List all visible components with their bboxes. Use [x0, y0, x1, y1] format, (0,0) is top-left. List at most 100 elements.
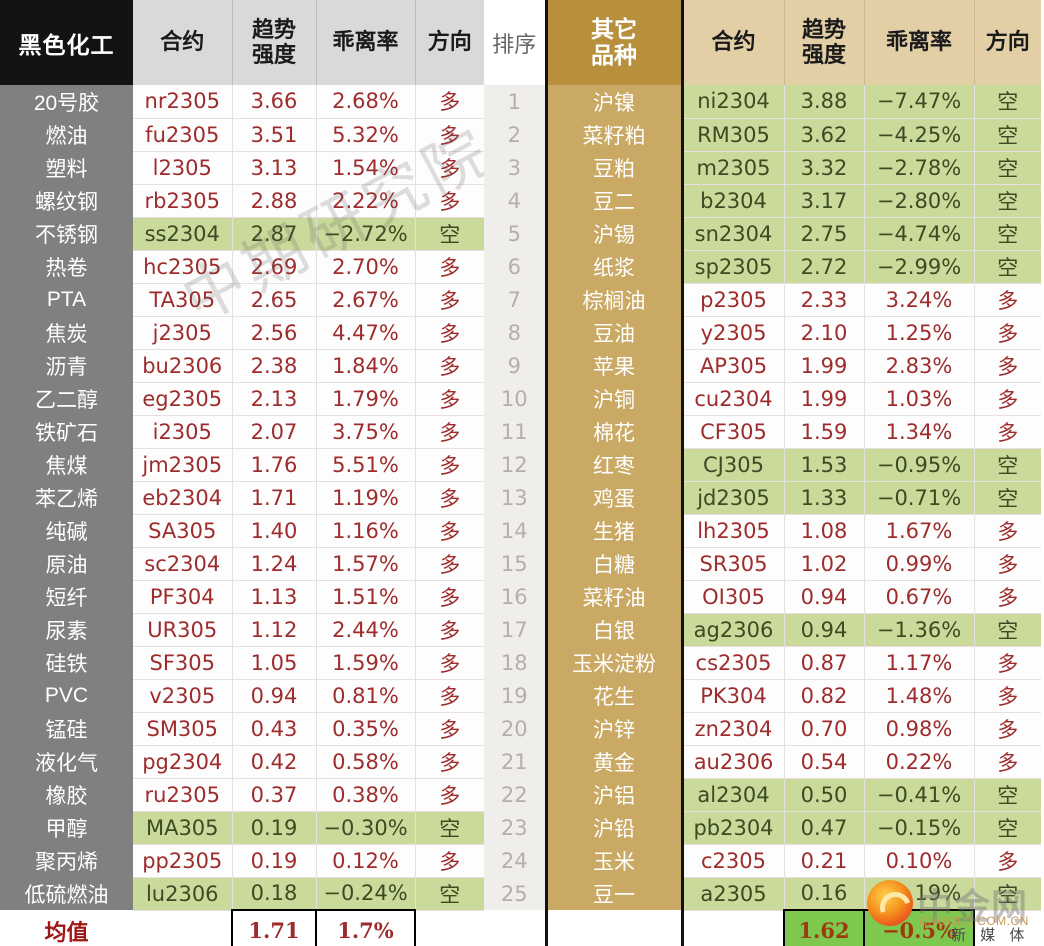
table-row: 2 菜籽粕 RM305 3.62 −4.25% 空 [484, 118, 1041, 152]
row-contract: SA305 [133, 514, 233, 548]
row-contract: SM305 [133, 712, 233, 746]
row-strength: 1.99 [784, 382, 865, 416]
table-row: 短纤 PF304 1.13 1.51% 多 [0, 580, 484, 614]
row-category-name: 焦炭 [0, 316, 133, 349]
row-contract: SR305 [682, 547, 785, 581]
right-average-strength: 1.62 [783, 909, 865, 946]
row-contract: eg2305 [133, 382, 233, 416]
row-category-name: 塑料 [0, 151, 133, 184]
row-rank: 21 [484, 745, 546, 778]
row-strength: 3.62 [784, 118, 865, 152]
row-deviation: 2.83% [864, 349, 975, 383]
right-table-body: 1 沪镍 ni2304 3.88 −7.47% 空 2 菜籽粕 RM305 3.62 −4.25% 空… [484, 85, 1041, 911]
row-contract: j2305 [133, 316, 233, 350]
row-strength: 2.38 [232, 349, 317, 383]
row-contract: jd2305 [682, 481, 785, 515]
left-col-direction: 方向 [415, 0, 484, 85]
other-varieties-table-panel: 中期研究院 排序 其它 品种 合约 趋势 强度 乖 [484, 0, 1041, 946]
row-strength: 1.12 [232, 613, 317, 647]
row-contract: SF305 [133, 646, 233, 680]
row-category-name: 生猪 [544, 514, 684, 547]
row-category-name: 苯乙烯 [0, 481, 133, 514]
row-strength: 1.02 [784, 547, 865, 581]
table-row: 尿素 UR305 1.12 2.44% 多 [0, 613, 484, 647]
row-rank: 1 [484, 85, 546, 118]
row-rank: 19 [484, 679, 546, 712]
table-row: 原油 sc2304 1.24 1.57% 多 [0, 547, 484, 581]
row-contract: v2305 [133, 679, 233, 713]
row-direction: 多 [974, 844, 1041, 878]
row-rank: 14 [484, 514, 546, 547]
row-category-name: 尿素 [0, 613, 133, 646]
row-deviation: 1.17% [864, 646, 975, 680]
row-category-name: 铁矿石 [0, 415, 133, 448]
row-deviation: 2.44% [316, 613, 416, 647]
row-direction: 多 [415, 712, 484, 746]
row-contract: sp2305 [682, 250, 785, 284]
row-strength: 2.56 [232, 316, 317, 350]
row-contract: cs2305 [682, 646, 785, 680]
row-category-name: 燃油 [0, 118, 133, 151]
row-deviation: 4.47% [316, 316, 416, 350]
left-average-label: 均值 [0, 910, 133, 946]
row-contract: pp2305 [133, 844, 233, 878]
row-category-name: 纸浆 [544, 250, 684, 283]
row-contract: pb2304 [682, 811, 785, 845]
row-deviation: 1.54% [316, 151, 416, 185]
table-row: 低硫燃油 lu2306 0.18 −0.24% 空 [0, 877, 484, 911]
row-deviation: −4.74% [864, 217, 975, 251]
left-average-strength: 1.71 [231, 909, 317, 946]
table-row: 燃油 fu2305 3.51 5.32% 多 [0, 118, 484, 152]
row-deviation: 3.75% [316, 415, 416, 449]
row-category-name: 黄金 [544, 745, 684, 778]
right-average-deviation: −0.5% [863, 909, 975, 946]
row-category-name: 乙二醇 [0, 382, 133, 415]
right-col-strength: 趋势 强度 [784, 0, 865, 85]
row-contract: ru2305 [133, 778, 233, 812]
row-deviation: 3.24% [864, 283, 975, 317]
table-row: PTA TA305 2.65 2.67% 多 [0, 283, 484, 317]
row-category-name: 不锈钢 [0, 217, 133, 250]
row-deviation: 0.99% [864, 547, 975, 581]
row-contract: PF304 [133, 580, 233, 614]
row-deviation: 1.57% [316, 547, 416, 581]
row-category-name: 低硫燃油 [0, 877, 133, 910]
row-contract: a2305 [682, 877, 785, 911]
row-deviation: 0.10% [864, 844, 975, 878]
row-deviation: 2.22% [316, 184, 416, 218]
row-strength: 3.66 [232, 85, 317, 119]
row-category-name: 菜籽油 [544, 580, 684, 613]
row-strength: 1.08 [784, 514, 865, 548]
row-strength: 3.51 [232, 118, 317, 152]
row-strength: 3.32 [784, 151, 865, 185]
row-category-name: 液化气 [0, 745, 133, 778]
right-category-header-line1: 其它 [591, 15, 637, 42]
row-direction: 多 [415, 745, 484, 779]
row-direction: 多 [415, 151, 484, 185]
row-direction: 空 [415, 811, 484, 845]
row-rank: 6 [484, 250, 546, 283]
right-col-strength-line1: 趋势 [801, 16, 846, 42]
left-average-contract-blank [133, 910, 232, 946]
row-rank: 23 [484, 811, 546, 844]
row-strength: 0.94 [232, 679, 317, 713]
row-strength: 0.87 [784, 646, 865, 680]
row-direction: 空 [974, 877, 1041, 911]
row-deviation: 1.34% [864, 415, 975, 449]
table-row: 25 豆一 a2305 0.16 −0.19% 空 [484, 877, 1041, 911]
row-strength: 2.88 [232, 184, 317, 218]
row-direction: 空 [974, 217, 1041, 251]
row-category-name: PTA [0, 283, 133, 316]
table-row: 3 豆粕 m2305 3.32 −2.78% 空 [484, 151, 1041, 185]
table-row: 20号胶 nr2305 3.66 2.68% 多 [0, 85, 484, 119]
row-deviation: −2.80% [864, 184, 975, 218]
row-contract: TA305 [133, 283, 233, 317]
row-contract: eb2304 [133, 481, 233, 515]
row-category-name: 螺纹钢 [0, 184, 133, 217]
row-strength: 1.99 [784, 349, 865, 383]
row-contract: fu2305 [133, 118, 233, 152]
row-direction: 空 [974, 118, 1041, 152]
row-rank: 13 [484, 481, 546, 514]
table-row: 铁矿石 i2305 2.07 3.75% 多 [0, 415, 484, 449]
table-row: 橡胶 ru2305 0.37 0.38% 多 [0, 778, 484, 812]
